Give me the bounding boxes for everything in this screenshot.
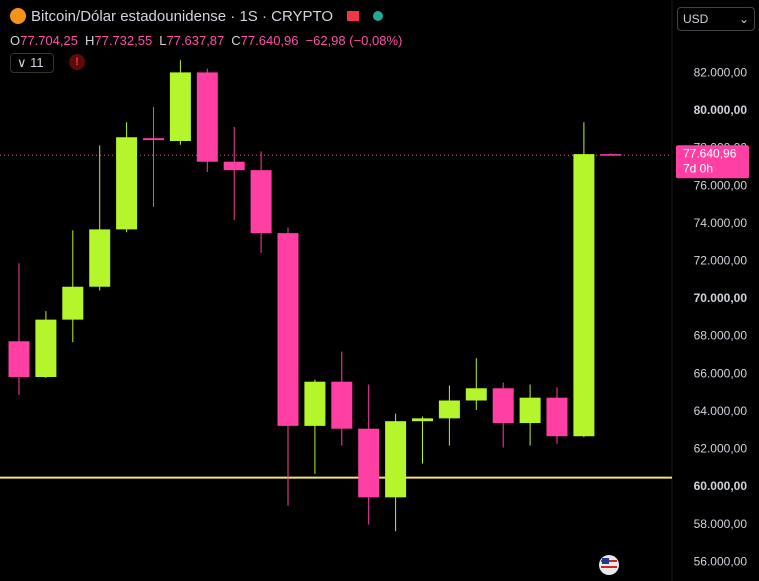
symbol-title[interactable]: Bitcoin/Dólar estadounidense · 1S · CRYP… <box>31 8 334 25</box>
candle-body <box>358 428 380 498</box>
header: Bitcoin/Dólar estadounidense · 1S · CRYP… <box>10 8 384 25</box>
price-label-box <box>676 145 749 179</box>
ohlc-value: 77.637,87 <box>166 33 225 48</box>
candle-body <box>196 72 218 162</box>
currency: USD <box>683 12 709 26</box>
candle-body <box>385 421 407 498</box>
y-tick-label: 70.000,00 <box>694 291 748 305</box>
flag-icon <box>599 555 619 575</box>
candle-body <box>304 381 326 426</box>
candle-body <box>89 229 111 287</box>
candle-body <box>600 154 622 156</box>
candle-body <box>223 161 245 171</box>
candle-body <box>277 233 299 426</box>
countdown: 7d 0h <box>683 161 713 175</box>
ohlc-change: −62,98 (−0,08%) <box>305 33 403 48</box>
status-dot <box>373 11 384 21</box>
ohlc-key: O <box>10 33 21 48</box>
y-tick-label: 58.000,00 <box>694 517 748 531</box>
candle-body <box>438 400 460 419</box>
price-label: 77.640,96 <box>683 146 737 160</box>
indicators-count: 11 <box>30 55 44 70</box>
y-tick-label: 66.000,00 <box>694 366 748 380</box>
ohlc-value: 77.704,25 <box>20 33 78 48</box>
y-tick-label: 68.000,00 <box>694 329 748 343</box>
ohlc-key: L <box>159 33 167 48</box>
y-tick-label: 76.000,00 <box>694 178 748 192</box>
candle-body <box>35 319 57 377</box>
candle-body <box>331 381 353 429</box>
y-tick-label: 56.000,00 <box>694 554 748 568</box>
y-tick-label: 80.000,00 <box>694 103 748 117</box>
btc-icon <box>10 8 26 24</box>
candle-body <box>573 154 595 437</box>
alert-icon[interactable]: ! <box>69 54 85 70</box>
candle-body <box>62 286 84 320</box>
flag-marker <box>347 11 360 21</box>
candle-body <box>8 341 30 377</box>
y-tick-label: 62.000,00 <box>694 442 748 456</box>
ohlc-legend: O77.704,25 H77.732,55 L77.637,87 C77.640,96… <box>10 33 402 48</box>
y-tick-label: 72.000,00 <box>694 254 748 268</box>
y-tick-label: 82.000,00 <box>694 66 748 80</box>
indicators-toggle[interactable]: ∨ 11 <box>10 53 54 73</box>
candle-body <box>465 388 487 401</box>
candle-body <box>116 137 138 230</box>
candle-body <box>519 397 541 424</box>
currency-select[interactable]: USD ⌄ <box>677 7 755 31</box>
ohlc-value: 77.732,55 <box>94 33 153 48</box>
candle-body <box>169 72 191 142</box>
candle-body <box>546 397 568 437</box>
candle-body <box>250 170 272 234</box>
ohlc-value: 77.640,96 <box>240 33 299 48</box>
candle-body <box>492 388 514 424</box>
ohlc-key: H <box>84 33 95 48</box>
candle-body <box>412 418 433 422</box>
ohlc-key: C <box>231 33 241 48</box>
candle-body <box>143 138 164 141</box>
y-tick-label: 64.000,00 <box>694 404 748 418</box>
y-tick-label: 74.000,00 <box>694 216 748 230</box>
y-tick-label: 60.000,00 <box>694 479 748 493</box>
